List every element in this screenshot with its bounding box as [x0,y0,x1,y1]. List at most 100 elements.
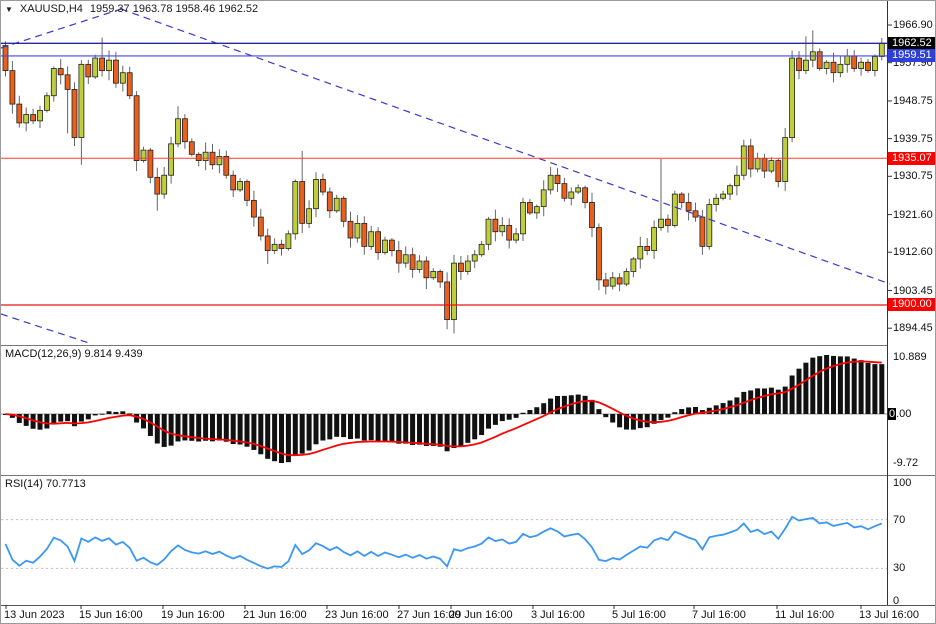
bear-candle [2,45,9,72]
bull-candle [520,202,526,235]
macd-histogram-bar [78,414,84,422]
macd-histogram-bar [430,414,436,446]
macd-histogram-bar [30,414,36,429]
bear-candle [437,271,444,283]
macd-histogram-bar [451,414,457,448]
bull-candle [637,245,644,260]
macd-histogram-bar [582,395,588,414]
macd-histogram-bar [679,408,685,414]
bull-candle [354,222,361,239]
bull-candle [713,197,720,205]
bear-candle [30,114,37,122]
bull-candle [837,63,844,74]
trendline[interactable] [1,8,122,49]
macd-histogram-bar [541,403,547,414]
bull-candle [451,262,457,321]
bull-candle [706,204,713,247]
macd-current-marker: 0 [888,408,897,420]
bear-candle [361,222,368,247]
bull-candle [23,114,30,124]
macd-histogram-bar [168,414,174,446]
macd-histogram-bar [499,414,505,422]
bull-candle [44,95,50,111]
macd-histogram-bar [665,414,671,418]
macd-histogram-bar [306,414,312,451]
macd-histogram-bar [175,414,181,442]
bull-candle [168,143,175,176]
trendline[interactable] [1,313,90,344]
bull-candle [803,59,809,72]
bull-candle [333,197,340,212]
macd-histogram-bar [375,414,381,442]
macd-histogram-bar [610,414,616,423]
bear-candle [527,202,533,214]
bear-candle [340,197,347,222]
macd-histogram-bar [782,386,788,414]
bear-candle [665,218,671,226]
bear-candle [188,141,195,155]
macd-histogram-bar [223,414,229,442]
macd-histogram-bar [334,414,340,437]
bear-candle [506,225,513,241]
bear-candle [230,174,237,191]
macd-histogram-bar [16,414,22,423]
time-tick-label: 29 Jun 16:00 [449,609,513,621]
bear-candle [457,262,464,272]
macd-histogram-bar [796,368,802,414]
bull-candle [533,206,540,214]
macd-histogram-bar [51,414,57,425]
symbol-period-label: XAUUSD,H4 [19,3,83,15]
macd-axis-label: 0.00 [888,408,912,420]
macd-histogram-bar [561,395,567,414]
macd-histogram-bar [755,388,761,414]
bull-candle [313,179,319,210]
bear-candle [388,239,395,251]
bull-candle [368,231,375,247]
trendline[interactable] [120,8,891,285]
bull-candle [768,160,775,172]
macd-histogram-bar [127,413,133,415]
macd-histogram-bar [423,414,429,446]
bear-candle [851,55,858,69]
bull-candle [382,239,388,254]
header-ohlc-values: 1959.37 1963.78 1958.46 1962.52 [89,3,259,15]
macd-histogram-bar [9,414,15,418]
bull-candle [175,118,181,145]
time-tick-label: 5 Jul 16:00 [612,609,666,621]
rsi-axis-label: 0 [893,595,900,608]
macd-histogram-bar [596,409,602,414]
symbol-dropdown-icon[interactable]: ▼ [5,4,13,14]
time-tick-label: 27 Jun 16:00 [397,609,461,621]
macd-histogram-bar [85,414,91,420]
macd-histogram-bar [437,414,443,447]
macd-histogram-bar [844,356,850,414]
price-tick-label: 1966.90 [893,19,933,31]
macd-histogram-bar [527,410,533,414]
macd-histogram-bar [203,414,209,441]
time-tick-label: 13 Jun 2023 [4,609,65,621]
rsi-indicator-label: RSI(14) 70.7713 [5,478,86,490]
bear-candle [554,174,561,185]
macd-histogram-bar [65,414,71,422]
bear-candle [347,220,354,239]
bull-candle [237,181,244,191]
bear-candle [395,250,402,264]
macd-histogram-bar [486,414,491,429]
macd-histogram-bar [210,414,215,442]
bull-candle [720,193,726,199]
macd-histogram-bar [299,414,305,454]
bull-candle [658,218,664,228]
bear-candle [692,210,699,218]
time-tick-label: 13 Jul 16:00 [859,609,919,621]
bull-candle [754,158,761,170]
price-badge: 1962.52 [888,36,935,50]
macd-histogram-bar [196,414,202,442]
bear-candle [423,260,430,279]
macd-histogram-bar [272,414,278,462]
bear-candle [195,153,202,161]
price-tick-label: 1948.75 [893,94,933,107]
macd-histogram-bar [58,414,64,422]
macd-histogram-bar [465,414,471,443]
